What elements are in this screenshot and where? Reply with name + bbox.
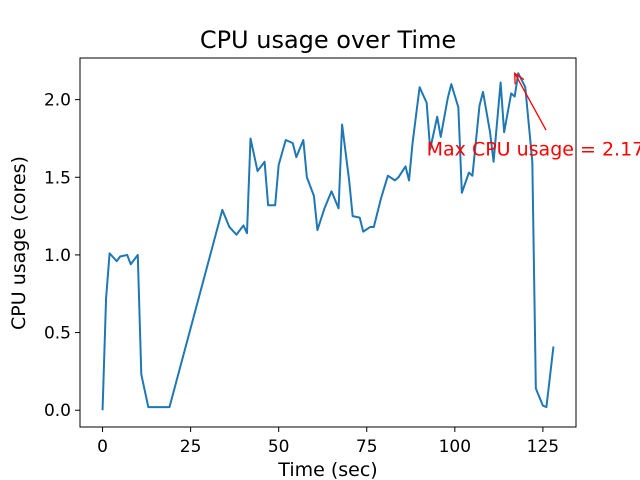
axes-frame xyxy=(79,57,577,428)
plot-area: 0 25 50 75 100 125 0.0 0.5 1.0 1.5 2.0 xyxy=(44,57,577,457)
y-axis-label: CPU usage (cores) xyxy=(8,156,30,330)
x-tick-label: 75 xyxy=(356,437,378,457)
annotation-arrow xyxy=(514,72,547,131)
x-tick-label: 50 xyxy=(268,437,290,457)
y-tick-label: 0.5 xyxy=(44,324,71,344)
x-tick-label: 0 xyxy=(97,437,108,457)
annotation-arrowhead xyxy=(513,71,525,85)
x-axis-label: Time (sec) xyxy=(277,459,377,480)
y-tick-label: 1.0 xyxy=(44,246,71,266)
x-tick-label: 25 xyxy=(180,437,202,457)
y-tick-label: 1.5 xyxy=(44,168,71,188)
series-line-0 xyxy=(101,72,555,411)
y-tick-label: 2.0 xyxy=(44,91,71,111)
x-tick-label: 125 xyxy=(527,437,559,457)
chart-title: CPU usage over Time xyxy=(200,26,456,54)
annotation-text: Max CPU usage = 2.17 xyxy=(427,139,640,161)
y-tick-label: 0.0 xyxy=(44,401,71,421)
x-tick-label: 100 xyxy=(439,437,471,457)
